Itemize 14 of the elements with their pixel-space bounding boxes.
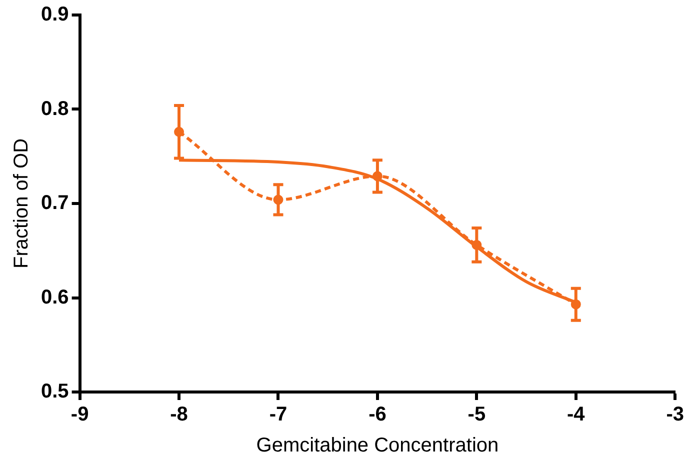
- y-tick-label: 0.8: [40, 98, 69, 120]
- y-tick-label: 0.5: [40, 380, 69, 403]
- y-tick-label: 0.6: [40, 286, 69, 308]
- y-tick-label: 0.7: [40, 192, 69, 214]
- x-tick-label: -8: [170, 404, 188, 426]
- x-tick-label: -4: [566, 404, 586, 426]
- x-tick-label: -5: [468, 404, 486, 426]
- x-tick-label: -9: [70, 404, 89, 426]
- x-tick-label: -3: [666, 404, 684, 426]
- x-tick-label: -6: [368, 404, 386, 426]
- y-axis-title: Fraction of OD: [10, 138, 33, 269]
- x-tick-label: -7: [269, 404, 288, 426]
- y-tick-label: 0.9: [40, 4, 69, 26]
- x-axis-title: Gemcitabine Concentration: [256, 434, 499, 457]
